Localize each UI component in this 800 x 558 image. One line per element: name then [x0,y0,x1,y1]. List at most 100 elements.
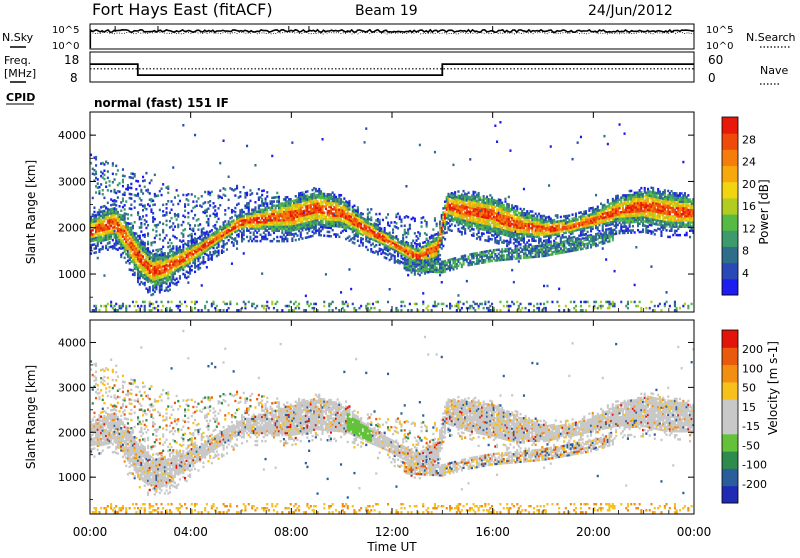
power-pixel [182,221,184,224]
power-pixel [452,164,454,167]
power-pixel [194,134,196,137]
power-pixel [112,239,114,242]
power-pixel [125,200,127,203]
power-pixel [273,200,275,203]
power-pixel [246,145,248,148]
power-pixel [466,280,468,283]
power-pixel [192,228,194,231]
power-pixel [98,190,100,193]
power-pixel [129,305,131,308]
freq-right-tick-bottom: 0 [708,71,716,85]
power-pixel [468,192,470,195]
power-pixel [332,309,334,312]
power-pixel [135,188,137,191]
power-pixel [98,186,100,189]
power-pixel [130,208,132,211]
power-pixel [318,188,320,191]
power-pixel [362,238,364,241]
power-pixel [325,273,327,276]
power-pixel [112,181,114,184]
power-pixel [244,303,246,306]
power-pixel [197,228,199,231]
power-pixel [109,241,111,244]
power-pixel [159,238,161,241]
power-pixel [184,228,186,231]
power-pixel [226,303,228,306]
power-pixel [374,307,376,310]
power-pixel [228,199,230,202]
power-pixel [407,274,409,277]
power-pixel [145,214,147,217]
power-pixel [384,227,386,230]
power-pixel [407,309,409,312]
power-pixel [416,235,418,238]
power-pixel [149,182,151,185]
power-pixel [103,170,105,173]
freq-left-tick-bottom: 8 [70,71,78,85]
power-pixel [209,251,211,254]
power-pixel [236,240,238,243]
power-pixel [494,125,496,128]
power-pixel [209,200,211,203]
power-pixel [219,189,221,192]
power-pixel [219,162,221,165]
power-pixel [411,309,413,312]
power-pixel [166,220,168,223]
power-pixel [114,178,116,181]
power-pixel [130,197,132,200]
power-pixel [115,200,117,203]
power-pixel [216,305,218,308]
power-pixel [142,176,144,179]
power-pixel [196,200,198,203]
power-pixel [370,216,372,219]
freq-right-tick-top: 60 [708,53,723,67]
power-pixel [379,219,381,222]
power-pixel [481,303,483,306]
power-pixel [140,230,142,233]
power-pixel [223,140,225,143]
power-pixel [157,309,159,312]
power-pixel [194,224,196,227]
power-pixel [130,193,132,196]
power-pixel [154,218,156,221]
power-pixel [119,182,121,185]
noise-left-tick-top: 10^5 [52,25,79,36]
power-pixel [335,196,337,199]
power-pixel [417,237,419,240]
power-pixel [276,192,278,195]
power-pixel [320,190,322,193]
power-pixel [231,216,233,219]
power-pixel [390,221,392,224]
power-pixel [209,204,211,207]
power-pixel [379,309,381,312]
power-pixel [246,192,248,195]
power-pixel [312,235,314,238]
power-pixel [162,183,164,186]
power-pixel [201,205,203,208]
power-pixel [261,272,263,275]
power-pixel [161,301,163,304]
power-pixel [213,301,215,304]
power-pixel [206,266,208,269]
power-pixel [161,309,163,312]
power-pixel [395,222,397,225]
power-pixel [110,301,112,304]
power-pixel [236,303,238,306]
power-pixel [509,305,511,308]
power-pixel [367,249,369,252]
power-pixel [306,232,308,235]
power-pixel [367,208,369,211]
power-pixel [182,240,184,243]
power-pixel [362,213,364,216]
power-pixel [218,218,220,221]
power-pixel [98,309,100,312]
power-pixel [463,190,465,193]
power-pixel [520,303,522,306]
power-pixel [218,250,220,253]
power-pixel [298,307,300,310]
power-pixel [306,190,308,193]
power-pixel [202,227,204,230]
power-pixel [194,233,196,236]
power-pixel [520,208,522,211]
